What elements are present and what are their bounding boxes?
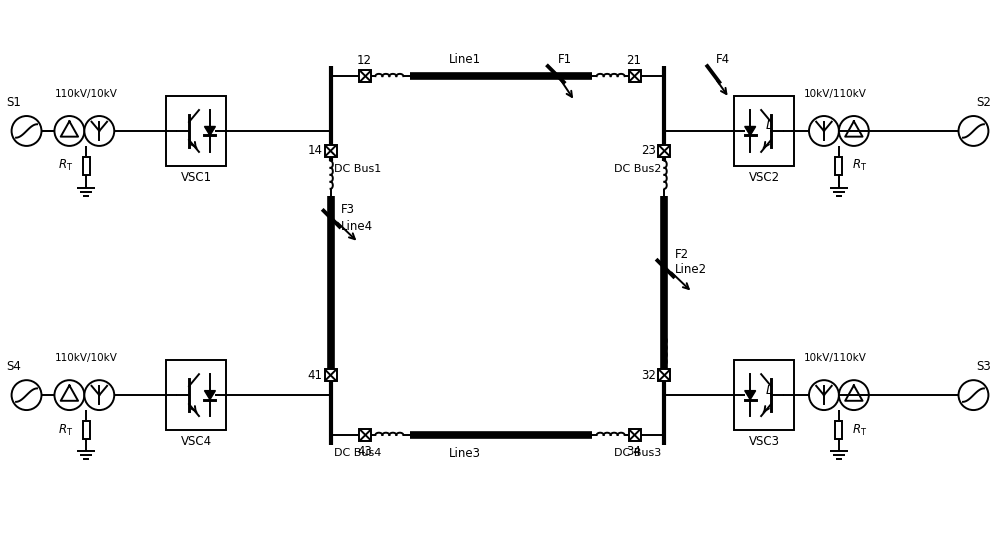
Bar [658,369,670,381]
Circle shape [809,116,839,146]
Text: VSC1: VSC1 [180,171,212,184]
Bar [734,96,794,166]
Polygon shape [204,127,215,136]
Text: 34: 34 [626,445,641,458]
Bar [835,421,842,439]
Text: 21: 21 [626,54,641,67]
Bar [359,429,371,441]
Text: 43: 43 [357,445,372,458]
Bar [166,360,226,430]
Text: 23: 23 [642,144,656,158]
Bar [658,145,670,157]
Bar [166,96,226,166]
Text: F2: F2 [674,247,689,261]
Circle shape [12,380,41,410]
Text: Line3: Line3 [449,447,481,460]
Bar [629,70,641,82]
Bar [359,70,371,82]
Circle shape [959,116,988,146]
Polygon shape [745,391,756,399]
Text: L: L [766,383,773,397]
Text: F1: F1 [558,53,572,66]
Text: F4: F4 [716,53,730,66]
Circle shape [84,380,114,410]
Text: $R_{\rm T}$: $R_{\rm T}$ [58,423,73,437]
Bar [83,421,90,439]
Text: $R_{\rm T}$: $R_{\rm T}$ [852,158,867,174]
Text: DC Bus1: DC Bus1 [334,164,381,174]
Text: $R_{\rm T}$: $R_{\rm T}$ [852,423,867,437]
Text: Line1: Line1 [449,53,481,66]
Circle shape [959,380,988,410]
Text: $R_{\rm T}$: $R_{\rm T}$ [58,158,73,174]
Text: 14: 14 [308,144,323,158]
Text: 12: 12 [357,54,372,67]
Circle shape [839,380,869,410]
Circle shape [839,116,869,146]
Text: 10kV/110kV: 10kV/110kV [804,89,867,99]
Bar [83,157,90,175]
Bar [325,369,337,381]
Text: S4: S4 [6,360,21,373]
Text: S2: S2 [976,96,991,109]
Text: Line4: Line4 [341,220,373,233]
Text: VSC3: VSC3 [749,435,780,448]
Text: F3: F3 [341,203,355,215]
Bar [835,157,842,175]
Text: DC Bus2: DC Bus2 [614,164,661,174]
Text: 32: 32 [642,369,656,382]
Bar [325,145,337,157]
Text: DC Bus3: DC Bus3 [614,448,661,458]
Circle shape [54,116,84,146]
Polygon shape [204,391,215,399]
Circle shape [84,116,114,146]
Text: 41: 41 [308,369,323,382]
Circle shape [12,116,41,146]
Text: VSC4: VSC4 [180,435,212,448]
Text: VSC2: VSC2 [749,171,780,184]
Circle shape [809,380,839,410]
Text: 110kV/10kV: 110kV/10kV [54,353,117,363]
Text: S3: S3 [976,360,991,373]
Text: S1: S1 [6,96,21,109]
Circle shape [54,380,84,410]
Text: DC Bus4: DC Bus4 [334,448,381,458]
Text: Line2: Line2 [674,262,707,276]
Polygon shape [745,127,756,136]
Text: 110kV/10kV: 110kV/10kV [54,89,117,99]
Bar [734,360,794,430]
Text: L: L [766,120,773,132]
Text: 10kV/110kV: 10kV/110kV [804,353,867,363]
Bar [629,429,641,441]
